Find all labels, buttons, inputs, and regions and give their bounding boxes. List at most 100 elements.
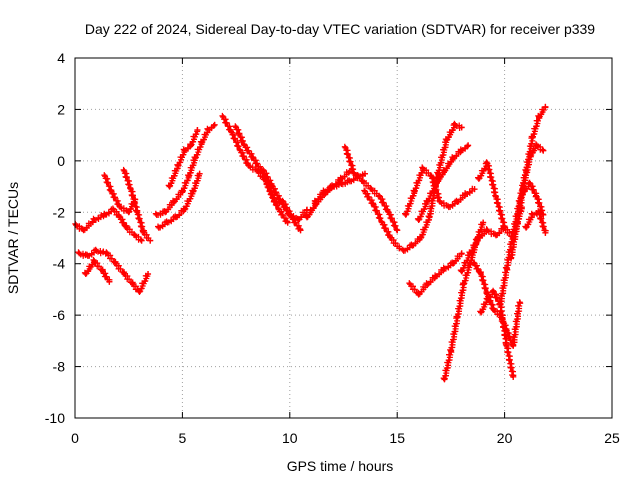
data-point [172, 214, 179, 221]
data-point [303, 214, 310, 221]
data-point [181, 206, 188, 213]
series-14-points [341, 143, 401, 234]
data-point [377, 193, 384, 200]
series-18 [406, 250, 465, 298]
data-point [514, 219, 521, 226]
data-point [475, 175, 482, 182]
data-point [409, 242, 416, 249]
data-point [533, 193, 540, 200]
data-point [76, 250, 83, 257]
data-point [129, 281, 136, 288]
data-point [426, 214, 433, 221]
series-16-points [399, 120, 465, 254]
data-point [458, 250, 465, 257]
data-point [145, 271, 152, 277]
series-12 [303, 168, 353, 221]
data-point [117, 214, 124, 221]
data-point [233, 124, 240, 131]
data-point [361, 170, 368, 177]
data-point [493, 193, 500, 200]
data-point [312, 199, 319, 205]
data-point [402, 211, 409, 218]
data-point [185, 173, 192, 180]
data-point [342, 145, 349, 151]
data-point [508, 255, 515, 262]
series-7-points [165, 127, 201, 189]
y-axis-label: SDTVAR / TECUs [5, 182, 21, 294]
series-8 [155, 170, 203, 231]
data-point [338, 175, 345, 182]
series-13 [311, 170, 368, 205]
data-point [458, 147, 465, 154]
data-point [228, 129, 235, 136]
data-point [450, 260, 457, 267]
x-tick-label: 25 [604, 430, 620, 446]
y-axis-ticks: -10 -8 -6 -4 -2 0 2 4 [45, 50, 612, 426]
data-point [471, 186, 478, 193]
data-point [196, 170, 203, 177]
series-27 [520, 179, 547, 218]
data-point [297, 227, 304, 234]
data-point [153, 211, 160, 218]
series-10-points [232, 123, 291, 226]
data-point [106, 278, 113, 285]
data-point [441, 376, 448, 383]
series-10 [232, 123, 291, 226]
data-point [450, 155, 457, 162]
data-point [164, 219, 171, 226]
data-point [475, 235, 482, 241]
series-26-points [507, 141, 547, 261]
data-point [194, 127, 201, 133]
data-point [477, 309, 484, 316]
series-23 [477, 287, 517, 380]
data-point [441, 168, 448, 175]
data-point [99, 268, 106, 275]
data-point [361, 188, 368, 195]
data-point [529, 134, 536, 141]
data-point [104, 250, 111, 257]
x-tick-label: 5 [179, 430, 187, 446]
data-point [91, 217, 98, 223]
data-point [400, 247, 407, 254]
data-point [82, 271, 89, 277]
series-21 [457, 224, 508, 275]
data-point [484, 227, 491, 234]
y-tick-label: 2 [57, 101, 65, 117]
data-point [112, 260, 119, 267]
data-point [329, 183, 336, 190]
series-27-points [520, 179, 547, 218]
data-point [140, 229, 147, 236]
data-point [241, 142, 248, 149]
y-tick-label: -6 [53, 307, 66, 323]
data-point [501, 224, 508, 231]
data-point [441, 265, 448, 272]
data-point [523, 224, 530, 231]
data-point [447, 348, 454, 355]
series-28 [522, 208, 549, 236]
series-28-points [522, 208, 549, 236]
data-point [286, 211, 293, 218]
data-point [276, 206, 283, 213]
x-tick-label: 0 [71, 430, 79, 446]
data-point [121, 271, 128, 277]
data-point [125, 209, 132, 216]
data-point [535, 209, 542, 216]
data-series [72, 103, 549, 383]
data-point [166, 183, 173, 190]
data-point [117, 204, 124, 211]
data-point [321, 188, 328, 195]
series-15 [361, 187, 403, 252]
x-tick-label: 20 [497, 430, 513, 446]
series-16 [399, 120, 465, 254]
data-point [480, 219, 487, 226]
data-point [510, 343, 517, 349]
data-point [542, 103, 549, 110]
data-point [179, 188, 186, 195]
data-point [121, 168, 128, 175]
data-point [424, 281, 431, 288]
data-point [110, 206, 117, 213]
series-2 [75, 246, 152, 295]
data-point [490, 289, 497, 295]
data-point [387, 235, 394, 241]
y-tick-label: 4 [57, 50, 65, 66]
